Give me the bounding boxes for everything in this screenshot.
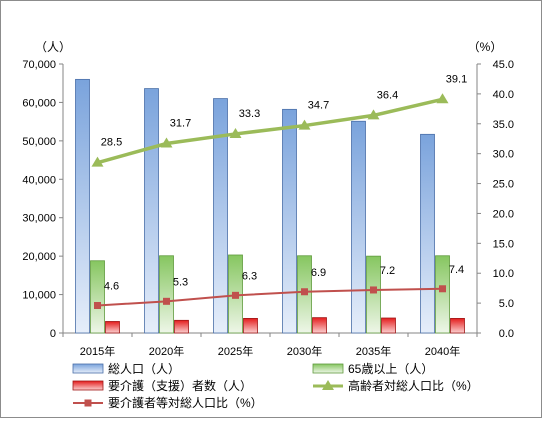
right-axis-tick-label: 40.0 [493,89,514,101]
right-axis-tick-label: 25.0 [493,179,514,191]
left-axis-tick-label: 0 [50,328,56,340]
right-axis-tick-label: 0.0 [499,328,514,340]
legend-swatch [72,363,104,374]
marker-aged-ratio [229,127,242,138]
data-labels-layer: 28.5 31.7 33.3 34.7 36.4 39.1 4.6 5.3 6.3 6.9 7.2 7… [101,73,467,292]
x-axis-category-label: 2020年 [149,344,184,358]
data-label-care-ratio: 6.3 [242,270,257,282]
bar-aged-65-plus [366,255,381,334]
bar-care-recipients [312,317,327,334]
left-axis-tick-label: 50,000 [22,136,56,148]
data-label-aged-ratio: 33.3 [239,108,260,120]
data-label-aged-ratio: 28.5 [101,137,122,149]
data-label-aged-ratio: 36.4 [377,89,398,101]
marker-care-ratio [163,297,170,305]
bar-care-recipients [450,317,465,334]
marker-care-ratio [439,285,446,293]
data-label-aged-ratio: 31.7 [170,118,191,130]
x-axis-category-label: 2015年 [80,344,115,358]
marker-aged-ratio [91,156,104,167]
marker-aged-ratio [160,137,173,148]
legend-swatch [72,380,104,391]
right-axis-tick-label: 15.0 [493,238,514,250]
bar-total-population [144,88,159,334]
marker-care-ratio [301,288,308,296]
marker-care-ratio [94,302,101,310]
x-axis-category-label: 2025年 [218,344,253,358]
right-axis-unit-label: （%） [468,40,503,54]
line-care-ratio [97,287,443,307]
bar-aged-65-plus [435,255,450,334]
right-axis-tick-label: 30.0 [493,149,514,161]
marker-aged-ratio [298,119,311,130]
marker-care-ratio [232,291,239,299]
line-aged-ratio [97,97,443,165]
marker-aged-ratio [436,93,449,104]
bar-care-recipients [105,321,120,334]
left-axis-tick-label: 40,000 [22,174,56,186]
legend: 総人口（人） 65歳以上（人） 要介護（支援）者数（人） 高齢者対総人口比（%） 要介護… [72,362,479,410]
right-axis-tick-label: 10.0 [493,268,514,280]
bar-total-population [75,78,90,334]
left-axis-tick-label: 10,000 [22,290,56,302]
bar-total-population [420,133,435,334]
bar-care-recipients [243,317,258,334]
legend-label: 65歳以上（人） [348,362,433,376]
data-label-aged-ratio: 39.1 [446,73,467,85]
x-axis-category-label: 2040年 [425,344,460,358]
data-label-care-ratio: 5.3 [173,276,188,288]
legend-label: 総人口（人） [108,362,180,376]
bar-aged-65-plus [159,255,174,334]
legend-label: 高齢者対総人口比（%） [348,378,479,393]
right-axis-tick-label: 35.0 [493,119,514,131]
bar-aged-65-plus [90,260,105,334]
lines-layer [91,93,449,310]
right-axis-tick-label: 45.0 [493,59,514,71]
bar-care-recipients [381,317,396,334]
left-axis-tick-label: 70,000 [22,59,56,71]
legend-label: 要介護（支援）者数（人） [108,378,252,393]
right-axis-tick-label: 5.0 [499,298,514,310]
marker-care-ratio [370,286,377,294]
legend-label: 要介護者等対総人口比（%） [108,395,263,410]
axes-layer: 0 10,000 20,000 30,000 40,000 50,000 60,000 70,… [22,40,514,358]
x-axis-category-label: 2030年 [287,344,322,358]
data-label-care-ratio: 4.6 [104,281,119,293]
bars-layer [75,78,465,334]
data-label-care-ratio: 6.9 [311,267,326,279]
bar-total-population [351,120,366,334]
bar-care-recipients [174,319,189,334]
data-label-aged-ratio: 34.7 [308,100,329,112]
legend-swatch-marker [322,380,334,390]
right-axis-tick-label: 20.0 [493,208,514,220]
data-label-care-ratio: 7.4 [449,264,464,276]
bar-total-population [282,108,297,334]
left-axis-tick-label: 30,000 [22,213,56,225]
x-axis-category-label: 2035年 [356,344,391,358]
left-axis-tick-label: 20,000 [22,251,56,263]
bar-total-population [213,98,228,334]
data-label-care-ratio: 7.2 [380,265,395,277]
legend-swatch [312,363,344,374]
legend-swatch-marker [84,399,92,407]
left-axis-unit-label: （人） [35,40,71,54]
marker-aged-ratio [367,109,380,120]
left-axis-tick-label: 60,000 [22,97,56,109]
